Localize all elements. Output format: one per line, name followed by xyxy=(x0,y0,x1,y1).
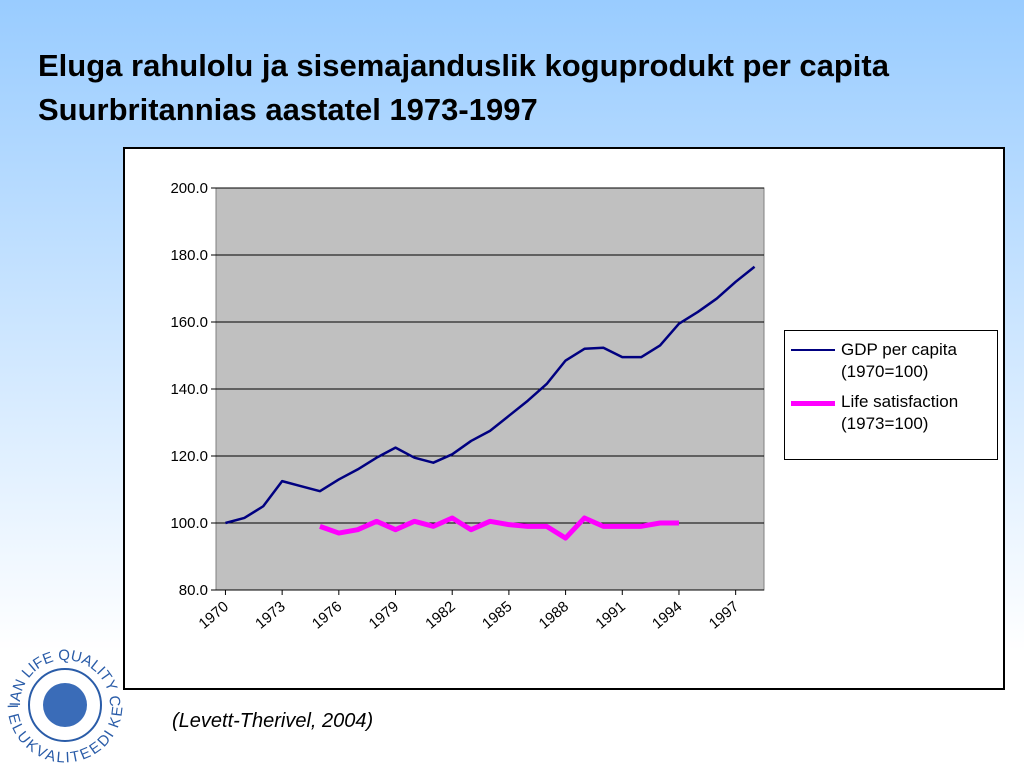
legend-entry: GDP per capita (1970=100) xyxy=(785,339,991,383)
source-note: (Levett-Therivel, 2004) xyxy=(172,710,374,732)
y-tick-label: 140.0 xyxy=(170,381,208,398)
y-tick-label: 200.0 xyxy=(170,180,208,197)
logo: ESTONIAN LIFE QUALITY CENTRE EESTI ELUKV… xyxy=(0,0,127,767)
slide-title: Eluga rahulolu ja sisemajanduslik kogupr… xyxy=(38,48,889,127)
series-line xyxy=(319,515,679,541)
legend-entry: Life satisfaction (1973=100) xyxy=(785,391,991,435)
y-tick-label: 160.0 xyxy=(170,314,208,331)
legend: GDP per capita (1970=100) Life satisfacti… xyxy=(784,330,998,460)
y-tick-label: 180.0 xyxy=(170,247,208,264)
legend-label: GDP per capita (1970=100) xyxy=(841,340,957,381)
legend-label: Life satisfaction (1973=100) xyxy=(841,392,959,433)
y-tick-label: 80.0 xyxy=(179,582,208,599)
legend-swatch xyxy=(791,401,835,406)
y-tick-label: 100.0 xyxy=(170,515,208,532)
y-tick-label: 120.0 xyxy=(170,448,208,465)
series-line xyxy=(225,265,756,525)
logo-text: ESTONIAN LIFE QUALITY CENTRE xyxy=(0,0,123,707)
legend-swatch xyxy=(791,349,835,351)
